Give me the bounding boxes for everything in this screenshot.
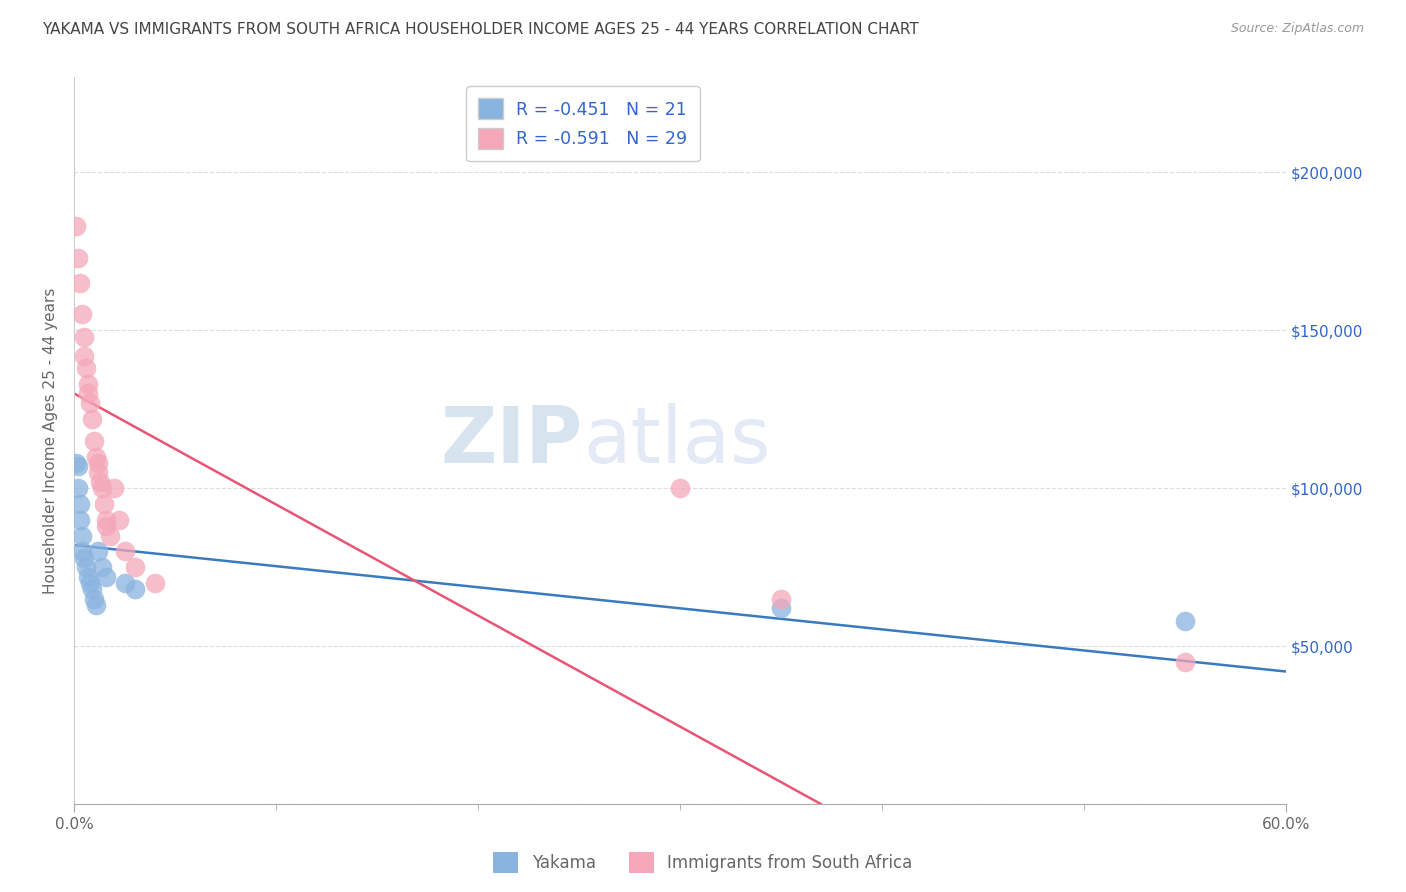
Point: [67, 481, 90, 495]
Point: [79, 396, 101, 410]
Point: [103, 481, 125, 495]
Point: [82, 411, 104, 425]
Legend: Yakama, Immigrants from South Africa: Yakama, Immigrants from South Africa: [486, 846, 920, 880]
Point: [73, 349, 96, 363]
Point: [84, 450, 107, 464]
Point: [91, 560, 114, 574]
Point: [87, 544, 110, 558]
Point: [96, 570, 118, 584]
Point: [65, 456, 87, 470]
Point: [77, 376, 100, 391]
Point: [124, 582, 146, 597]
Point: [82, 582, 104, 597]
Text: YAKAMA VS IMMIGRANTS FROM SOUTH AFRICA HOUSEHOLDER INCOME AGES 25 - 44 YEARS COR: YAKAMA VS IMMIGRANTS FROM SOUTH AFRICA H…: [42, 22, 920, 37]
Point: [70, 544, 93, 558]
Point: [96, 513, 118, 527]
Point: [77, 570, 100, 584]
Point: [69, 276, 91, 290]
Point: [84, 598, 107, 612]
Y-axis label: Householder Income Ages 25 - 44 years: Householder Income Ages 25 - 44 years: [44, 287, 58, 594]
Point: [70, 307, 93, 321]
Point: [67, 459, 90, 474]
Point: [79, 576, 101, 591]
Text: Source: ZipAtlas.com: Source: ZipAtlas.com: [1230, 22, 1364, 36]
Point: [669, 481, 692, 495]
Point: [67, 251, 90, 265]
Point: [100, 528, 122, 542]
Point: [83, 591, 105, 606]
Text: ZIP: ZIP: [440, 403, 583, 479]
Point: [75, 560, 97, 574]
Point: [96, 519, 118, 533]
Point: [124, 560, 146, 574]
Point: [89, 475, 111, 489]
Point: [114, 576, 136, 591]
Text: atlas: atlas: [583, 403, 770, 479]
Point: [87, 456, 110, 470]
Point: [69, 497, 91, 511]
Point: [769, 591, 792, 606]
Point: [69, 513, 91, 527]
Point: [73, 329, 96, 343]
Point: [143, 576, 166, 591]
Point: [83, 434, 105, 448]
Point: [91, 481, 114, 495]
Point: [107, 513, 129, 527]
Point: [87, 466, 110, 480]
Point: [1174, 655, 1197, 669]
Point: [114, 544, 136, 558]
Legend: R = -0.451   N = 21, R = -0.591   N = 29: R = -0.451 N = 21, R = -0.591 N = 29: [467, 87, 700, 161]
Point: [77, 386, 100, 401]
Point: [1174, 614, 1197, 628]
Point: [65, 219, 87, 233]
Point: [70, 528, 93, 542]
Point: [75, 361, 97, 376]
Point: [93, 497, 115, 511]
Point: [769, 601, 792, 615]
Point: [73, 550, 96, 565]
